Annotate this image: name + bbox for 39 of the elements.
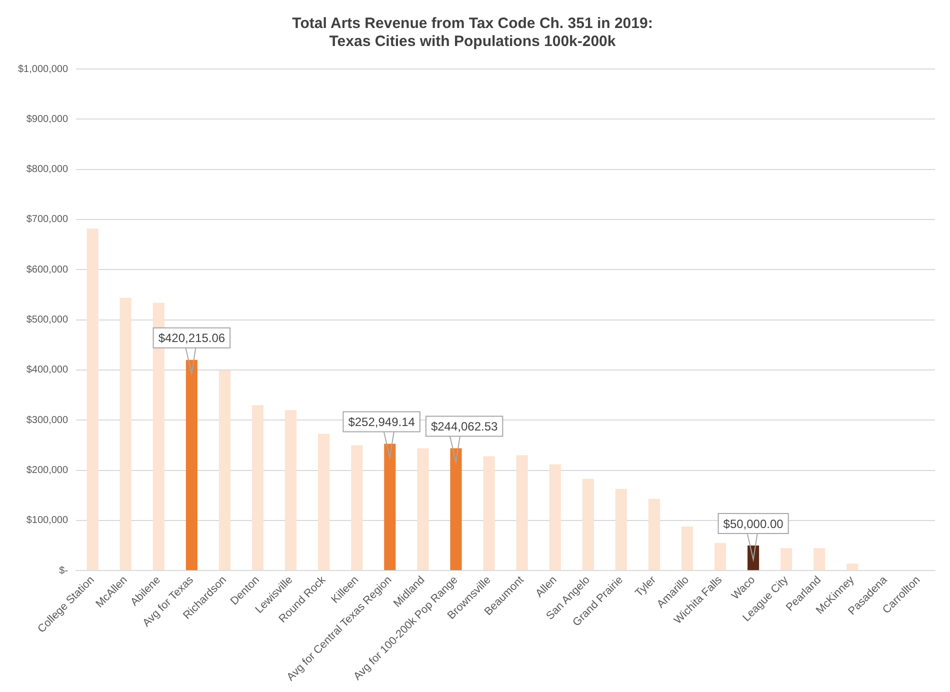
- bar: [318, 434, 330, 570]
- y-tick-label: $-: [59, 565, 68, 576]
- x-tick-label: Tyler: [633, 574, 659, 600]
- bar: [582, 478, 594, 570]
- data-label: $244,062.53: [430, 420, 498, 434]
- y-tick-label: $200,000: [26, 465, 68, 476]
- y-tick-label: $400,000: [26, 364, 68, 376]
- bar: [252, 405, 264, 570]
- bar: [483, 456, 495, 570]
- bar: [615, 488, 627, 570]
- bar: [648, 498, 660, 570]
- bar: [714, 543, 726, 570]
- bar: [285, 410, 297, 570]
- bar: [516, 455, 528, 570]
- bar: [780, 548, 792, 570]
- y-tick-label: $600,000: [26, 264, 68, 276]
- chart-title: Total Arts Revenue from Tax Code Ch. 351 in 2019: Texas Cities with Populations 100k-200k: [292, 15, 653, 50]
- bar: [846, 564, 858, 570]
- bar: [120, 298, 132, 570]
- y-tick-label: $1,000,000: [18, 64, 68, 75]
- data-label: $252,949.14: [348, 415, 416, 430]
- y-tick-label: $800,000: [26, 164, 68, 176]
- y-tick-label: $700,000: [26, 214, 68, 226]
- bar: [814, 548, 826, 570]
- bar: [186, 360, 198, 570]
- bar: [86, 228, 98, 570]
- data-label: $420,215.06: [158, 331, 226, 346]
- bar: [218, 370, 230, 570]
- bar: [450, 448, 462, 570]
- bar: [384, 444, 396, 570]
- y-tick-label: $100,000: [26, 515, 68, 526]
- bar: [417, 448, 429, 570]
- y-tick-label: $500,000: [26, 314, 68, 326]
- y-tick-label: $300,000: [26, 414, 68, 426]
- bar: [549, 464, 561, 570]
- bar: [351, 445, 363, 570]
- data-label: $50,000.00: [723, 516, 784, 531]
- y-tick-label: $900,000: [26, 114, 68, 125]
- bar: [681, 526, 694, 570]
